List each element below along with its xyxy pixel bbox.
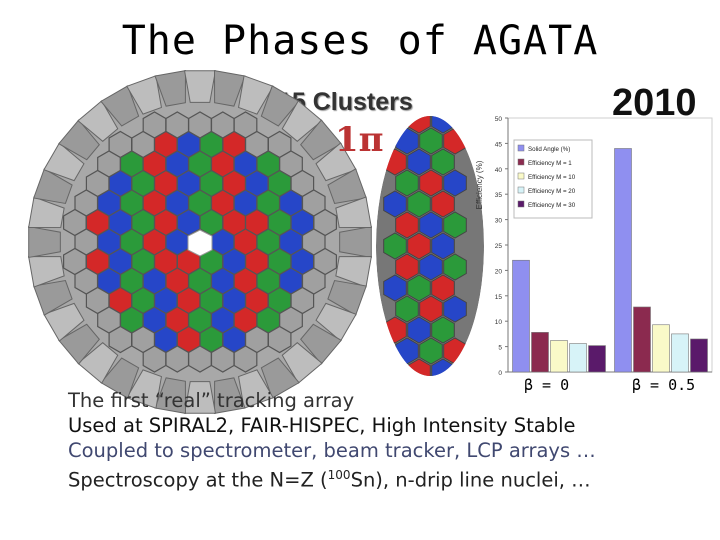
chart-legend: Solid Angle (%) Efficiency M = 1 Efficienc… bbox=[513, 139, 593, 219]
detector-crystal bbox=[383, 190, 407, 218]
bar bbox=[690, 338, 708, 373]
y-tick-label: 45 bbox=[495, 141, 503, 148]
y-tick-label: 5 bbox=[498, 345, 502, 352]
detector-crystal bbox=[395, 253, 419, 281]
legend-swatch bbox=[517, 200, 525, 208]
detector-crystal bbox=[431, 190, 455, 218]
y-axis-title: Efficiency (%) bbox=[475, 160, 484, 209]
bar bbox=[588, 345, 606, 373]
detector-crystal bbox=[407, 190, 431, 218]
legend-label: Efficiency M = 20 bbox=[528, 188, 576, 195]
detector-crystal bbox=[188, 345, 212, 373]
detector-crystal bbox=[383, 358, 407, 376]
detector-crystal bbox=[419, 211, 443, 239]
detector-crystal bbox=[395, 211, 419, 239]
bar bbox=[671, 333, 689, 373]
bar bbox=[512, 259, 530, 373]
legend-label: Efficiency M = 1 bbox=[528, 160, 572, 167]
efficiency-bar-chart: 0 5 10 15 20 25 30 35 40 45 50 Efficiency (%) Solid … bbox=[475, 116, 713, 377]
body-line-1: The first “real” tracking array bbox=[68, 389, 355, 412]
y-tick-label: 40 bbox=[495, 167, 503, 174]
mass-number: 100 bbox=[327, 468, 351, 482]
body-line-3: Coupled to spectrometer, beam tracker, L… bbox=[68, 439, 596, 462]
detector-crystal bbox=[233, 345, 258, 373]
shell-segment bbox=[183, 70, 217, 103]
bar bbox=[633, 306, 651, 373]
detector-crystal bbox=[407, 274, 431, 302]
detector-crystal bbox=[443, 211, 467, 239]
y-tick-label: 30 bbox=[495, 218, 503, 225]
legend-label: Solid Angle (%) bbox=[528, 146, 570, 153]
bar bbox=[569, 343, 587, 373]
shell-segment bbox=[339, 225, 372, 259]
detector-crystal bbox=[443, 295, 467, 323]
detector-crystal bbox=[419, 295, 443, 323]
body-line-4-end: Sn), n-drip line nuclei, … bbox=[350, 468, 591, 492]
shell-segment bbox=[335, 196, 372, 228]
detector-crystal bbox=[383, 116, 407, 134]
legend-swatch bbox=[517, 144, 525, 152]
legend-label: Efficiency M = 30 bbox=[528, 202, 576, 209]
y-tick-label: 10 bbox=[495, 319, 503, 326]
detector-crystal bbox=[431, 274, 455, 302]
detector-crystal bbox=[419, 337, 443, 365]
y-tick-label: 20 bbox=[495, 268, 503, 275]
bar bbox=[550, 340, 568, 373]
legend-swatch bbox=[517, 186, 525, 194]
body-line-4-start: Spectroscopy at the N=Z ( bbox=[68, 468, 328, 492]
bar bbox=[614, 148, 632, 373]
bar bbox=[652, 324, 670, 373]
detector-crystal bbox=[395, 169, 419, 197]
beam-hole bbox=[187, 229, 213, 257]
beta-zero-label: β = 0 bbox=[524, 376, 570, 394]
detector-crystal bbox=[165, 345, 190, 373]
body-line-4: Spectroscopy at the N=Z (100Sn), n-drip … bbox=[68, 463, 596, 493]
detector-crystal bbox=[419, 253, 443, 281]
bar bbox=[531, 332, 549, 373]
y-tick-label: 35 bbox=[495, 192, 503, 199]
detector-crystal bbox=[431, 148, 455, 176]
detector-crystal bbox=[267, 325, 292, 354]
y-tick-label: 25 bbox=[495, 243, 503, 250]
detector-crystal bbox=[443, 169, 467, 197]
detector-crystal bbox=[419, 169, 443, 197]
shell-segment bbox=[28, 225, 61, 259]
beta-half-label: β = 0.5 bbox=[632, 376, 696, 394]
detector-crystal bbox=[383, 274, 407, 302]
detector-crystal bbox=[407, 148, 431, 176]
detector-crystal bbox=[395, 295, 419, 323]
legend-box bbox=[513, 139, 593, 219]
y-tick-label: 0 bbox=[498, 370, 502, 377]
detector-crystal bbox=[142, 345, 167, 373]
legend-swatch bbox=[517, 172, 525, 180]
detector-crystal bbox=[431, 116, 455, 134]
slide-title: The Phases of AGATA bbox=[121, 18, 599, 64]
detector-crystal bbox=[210, 345, 235, 373]
legend-label: Efficiency M = 10 bbox=[528, 174, 576, 181]
y-tick-label: 15 bbox=[495, 294, 503, 301]
detector-crystal bbox=[407, 116, 431, 134]
detector-crystal bbox=[431, 316, 455, 344]
detector-crystal bbox=[108, 325, 133, 354]
y-tick-label: 50 bbox=[495, 116, 503, 123]
body-line-2: Used at SPIRAL2, FAIR-HISPEC, High Inten… bbox=[68, 414, 576, 437]
detector-crystal bbox=[407, 232, 431, 260]
slide-body: The first “real” tracking array Used at … bbox=[68, 388, 596, 493]
detector-crystal bbox=[383, 232, 407, 260]
legend-swatch bbox=[517, 158, 525, 166]
detector-crystal bbox=[419, 127, 443, 155]
detector-crystal bbox=[443, 253, 467, 281]
year-label: 2010 bbox=[612, 82, 697, 124]
detector-crystal bbox=[431, 232, 455, 260]
coverage-label: 1π bbox=[335, 120, 384, 160]
detector-crystal bbox=[407, 316, 431, 344]
